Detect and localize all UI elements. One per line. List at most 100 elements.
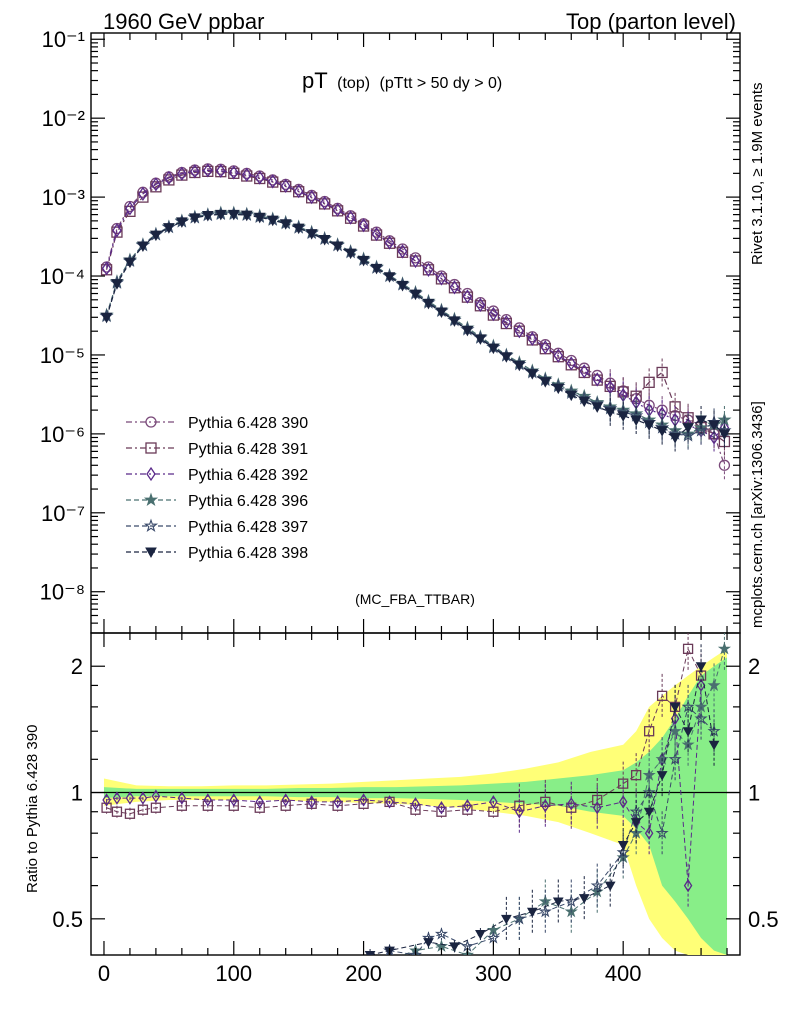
- data-point: [190, 164, 200, 179]
- data-point: [449, 942, 460, 952]
- data-point: [396, 280, 409, 292]
- data-point: [293, 183, 304, 199]
- data-point: [475, 297, 486, 313]
- data-point: [668, 724, 682, 737]
- y-tick-label: 10⁻³: [42, 185, 85, 210]
- data-point: [642, 785, 656, 799]
- data-point: [101, 802, 112, 813]
- data-point: [512, 911, 526, 925]
- data-point: [514, 324, 525, 339]
- data-point: [146, 466, 156, 482]
- data-point: [709, 430, 719, 445]
- data-point: [143, 518, 159, 533]
- y-tick-label: 10⁻⁶: [40, 422, 85, 447]
- data-point: [629, 804, 643, 818]
- header-left: 1960 GeV ppbar: [103, 9, 264, 34]
- data-point: [422, 298, 435, 310]
- data-point: [656, 771, 668, 781]
- data-point: [267, 174, 278, 189]
- rivet-label: Rivet 3.1.10, ≥ 1.9M events: [749, 83, 766, 266]
- data-point: [151, 789, 161, 803]
- data-point: [411, 797, 420, 811]
- data-point: [501, 315, 512, 330]
- ratio-y-label: Ratio to Pythia 6.428 390: [24, 725, 41, 893]
- mc-uncertainty-band-yellow: [103, 648, 728, 955]
- data-point: [364, 951, 376, 955]
- main-x-ticks: [103, 33, 728, 633]
- data-point: [643, 726, 655, 737]
- data-point: [254, 170, 265, 185]
- y-tick-label: 10⁻⁴: [39, 264, 85, 289]
- data-point: [331, 241, 344, 253]
- data-point: [176, 800, 188, 811]
- legend-label: Pythia 6.428 391: [188, 441, 308, 458]
- legend-item: Pythia 6.428 397: [126, 518, 308, 536]
- plot-title-main: pT: [302, 68, 328, 93]
- data-point: [643, 807, 655, 818]
- data-point: [177, 791, 187, 805]
- data-point: [138, 186, 148, 202]
- data-point: [643, 420, 655, 431]
- data-point: [682, 727, 694, 737]
- data-point: [539, 377, 552, 388]
- data-point: [280, 178, 291, 193]
- data-point: [214, 209, 227, 221]
- ratio-x-ticks: 0 100 200 300 400: [98, 633, 728, 986]
- data-point: [384, 235, 395, 250]
- data-point: [592, 794, 603, 806]
- data-point: [163, 223, 175, 234]
- data-point: [474, 334, 487, 345]
- data-point: [681, 699, 695, 713]
- data-point: [357, 255, 370, 267]
- ratio-tick-label-right: 1: [748, 781, 760, 806]
- ratio-series-group: [364, 644, 720, 955]
- data-point: [229, 793, 239, 807]
- x-tick-label: 200: [345, 961, 382, 986]
- mcplots-label: mcplots.cern.ch [arXiv:1306.3436]: [749, 401, 766, 628]
- ratio-panel: 0.5 0.5 1 1 2 2 0 100 200 300 400 Ratio to Pythia…: [24, 632, 779, 986]
- data-point: [307, 795, 316, 809]
- data-point: [630, 818, 642, 828]
- data-point: [111, 279, 123, 290]
- data-point: [500, 352, 513, 363]
- data-point: [591, 402, 604, 413]
- data-point: [643, 376, 655, 388]
- data-point: [112, 791, 122, 805]
- data-point: [306, 189, 317, 205]
- data-point: [552, 383, 565, 395]
- data-point: [578, 894, 590, 904]
- data-point: [435, 307, 448, 319]
- y-tick-label: 10⁻⁵: [40, 343, 85, 368]
- series: [100, 209, 731, 452]
- main-y-ticks: 10⁻⁸ 10⁻⁷ 10⁻⁶ 10⁻⁵ 10⁻⁴ 10⁻³ 10⁻² 10⁻¹: [39, 27, 740, 624]
- data-point: [410, 253, 421, 269]
- data-point: [487, 343, 500, 355]
- header-right: Top (parton level): [566, 9, 736, 34]
- main-panel: 10⁻⁸ 10⁻⁷ 10⁻⁶ 10⁻⁵ 10⁻⁴ 10⁻³ 10⁻² 10⁻¹ pT (top…: [39, 27, 741, 634]
- data-point: [201, 210, 214, 222]
- data-point: [423, 938, 434, 948]
- ratio-tick-label: 1: [71, 781, 83, 806]
- series: [101, 163, 730, 452]
- data-point: [644, 826, 654, 840]
- y-tick-label: 10⁻⁸: [40, 580, 85, 605]
- ratio-y-ticks: 0.5 0.5 1 1 2 2: [52, 654, 778, 932]
- ratio-tick-label: 2: [71, 654, 83, 679]
- data-point: [527, 331, 538, 347]
- data-point: [305, 229, 318, 240]
- ratio-tick-label-right: 0.5: [748, 907, 779, 932]
- data-point: [370, 263, 383, 275]
- data-point: [488, 306, 499, 322]
- data-point: [281, 793, 290, 807]
- data-point: [333, 795, 342, 809]
- data-point: [682, 643, 694, 655]
- series-line: [105, 168, 725, 466]
- data-point: [590, 878, 604, 892]
- y-tick-label: 10⁻⁷: [41, 501, 85, 526]
- data-point: [137, 804, 149, 815]
- data-point: [668, 752, 682, 765]
- data-point: [526, 369, 539, 380]
- data-point: [541, 799, 550, 813]
- y-tick-label: 10⁻²: [42, 106, 85, 131]
- main-series: [99, 163, 732, 480]
